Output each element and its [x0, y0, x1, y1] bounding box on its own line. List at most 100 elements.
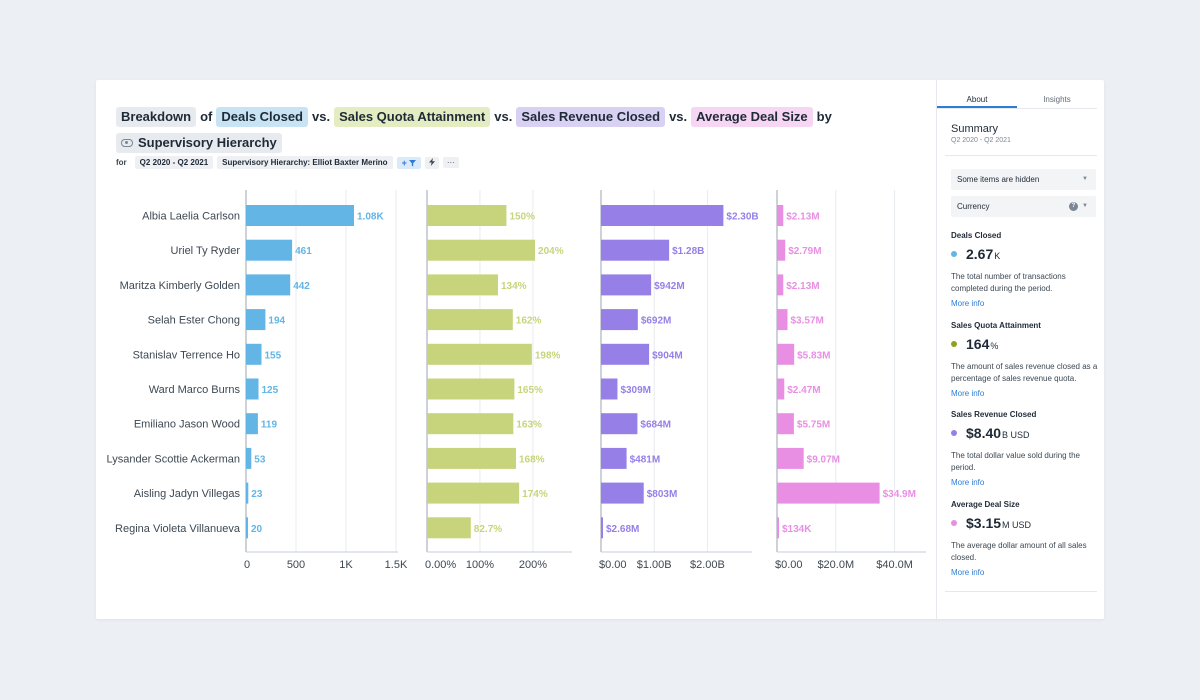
metric-unit: B USD [1002, 430, 1030, 440]
filter-row: for Q2 2020 - Q2 2021 Supervisory Hierar… [116, 156, 459, 169]
bar[interactable] [601, 239, 670, 261]
report-card: Breakdown of Deals Closed vs. Sales Quota At… [96, 80, 1104, 619]
more-info-link[interactable]: More info [951, 389, 985, 398]
bar[interactable] [601, 517, 603, 539]
tab-about[interactable]: About [937, 92, 1017, 108]
category-label: Emiliano Jason Wood [134, 419, 240, 431]
bar[interactable] [246, 239, 293, 261]
hidden-items-label: Some items are hidden [957, 175, 1040, 184]
bar[interactable] [777, 378, 785, 400]
bar[interactable] [601, 482, 644, 504]
data-label: 82.7% [474, 524, 502, 535]
bar[interactable] [601, 378, 618, 400]
tab-insights[interactable]: Insights [1043, 95, 1071, 104]
hierarchy-filter-chip[interactable]: Supervisory Hierarchy: Elliot Baxter Mer… [217, 156, 393, 169]
metric-value: 2.67 K [951, 246, 1101, 262]
metric-description: The total dollar value sold during the p… [951, 451, 1080, 472]
bar[interactable] [427, 413, 514, 435]
color-dot-icon [951, 520, 957, 526]
bar[interactable] [427, 239, 536, 261]
bar[interactable] [777, 309, 788, 331]
title-breakdown[interactable]: Breakdown [116, 106, 197, 127]
quick-action-button[interactable] [424, 156, 439, 169]
period-filter-chip[interactable]: Q2 2020 - Q2 2021 [134, 156, 214, 169]
title-by: by [816, 108, 832, 124]
bar[interactable] [601, 205, 724, 226]
dimension-pill[interactable]: Supervisory Hierarchy [116, 133, 282, 154]
data-label: 163% [516, 420, 542, 431]
metric-pill-average-deal-size[interactable]: Average Deal Size [691, 106, 813, 127]
bar[interactable] [246, 343, 262, 365]
bar[interactable] [246, 517, 248, 539]
metric-value: $3.15 M USD [951, 515, 1101, 531]
more-info-link[interactable]: More info [951, 568, 985, 577]
bar[interactable] [601, 309, 638, 331]
color-dot-icon [951, 430, 957, 436]
data-label: $2.13M [786, 281, 819, 292]
bar[interactable] [777, 447, 804, 469]
hidden-items-select[interactable]: Some items are hidden ▼ [951, 169, 1096, 190]
tick-label: $0.00 [775, 559, 803, 571]
bar[interactable] [601, 447, 627, 469]
more-info-link[interactable]: More info [951, 478, 985, 487]
data-label: 165% [517, 385, 543, 396]
bar[interactable] [601, 274, 652, 296]
more-options-button[interactable]: ··· [442, 157, 459, 168]
bar[interactable] [601, 343, 650, 365]
bar[interactable] [246, 413, 258, 435]
bar[interactable] [601, 413, 638, 435]
metric-number: $8.40 [966, 425, 1002, 441]
bar[interactable] [246, 378, 259, 400]
bar[interactable] [246, 482, 249, 504]
data-label: 20 [251, 524, 263, 535]
currency-label: Currency [957, 202, 990, 211]
data-label: $309M [620, 385, 651, 396]
tick-label: 1.5K [385, 559, 408, 571]
metric-pill-quota-attainment[interactable]: Sales Quota Attainment [334, 106, 491, 127]
tick-label: $2.00B [690, 559, 725, 571]
bar[interactable] [427, 205, 507, 226]
bar[interactable] [777, 205, 784, 226]
bar[interactable] [777, 413, 794, 435]
bar[interactable] [777, 239, 786, 261]
bar[interactable] [427, 482, 520, 504]
bar[interactable] [246, 447, 252, 469]
bar[interactable] [246, 205, 354, 226]
title-row-2: Supervisory Hierarchy [116, 131, 876, 155]
tick-label: $20.0M [817, 559, 854, 571]
bar[interactable] [427, 343, 532, 365]
bar[interactable] [777, 482, 880, 504]
data-label: 53 [254, 454, 266, 465]
bar[interactable] [777, 343, 795, 365]
bar[interactable] [777, 517, 779, 539]
data-label: $3.57M [790, 316, 823, 327]
data-label: 162% [516, 316, 542, 327]
bar[interactable] [427, 517, 471, 539]
add-filter-button[interactable]: + [396, 156, 421, 169]
bar[interactable] [427, 274, 498, 296]
currency-select[interactable]: Currency ? ▼ [951, 196, 1096, 217]
bar[interactable] [427, 378, 515, 400]
more-info-link[interactable]: More info [951, 299, 985, 308]
data-label: $5.75M [797, 420, 830, 431]
metric-pill-revenue-closed[interactable]: Sales Revenue Closed [516, 106, 666, 127]
dimension-label: Supervisory Hierarchy [138, 135, 277, 151]
bar[interactable] [777, 274, 784, 296]
bar[interactable] [427, 309, 513, 331]
data-label: 125 [262, 385, 279, 396]
data-label: $803M [647, 489, 678, 500]
help-icon[interactable]: ? [1069, 202, 1078, 211]
bar[interactable] [246, 274, 291, 296]
bar[interactable] [427, 447, 516, 469]
metric-quota-attainment: Sales Quota Attainment 164% The amount o… [951, 321, 1101, 398]
panel-tabs: About Insights [937, 92, 1097, 109]
metric-number: 2.67 [966, 246, 994, 262]
category-label: Stanislav Terrence Ho [133, 349, 240, 361]
lightning-icon [428, 157, 435, 166]
title-of: of [200, 108, 213, 124]
eye-icon [121, 138, 133, 147]
metric-pill-deals-closed[interactable]: Deals Closed [216, 106, 309, 127]
data-label: 168% [519, 454, 545, 465]
bar[interactable] [246, 309, 266, 331]
title-vs-3: vs. [669, 108, 688, 124]
